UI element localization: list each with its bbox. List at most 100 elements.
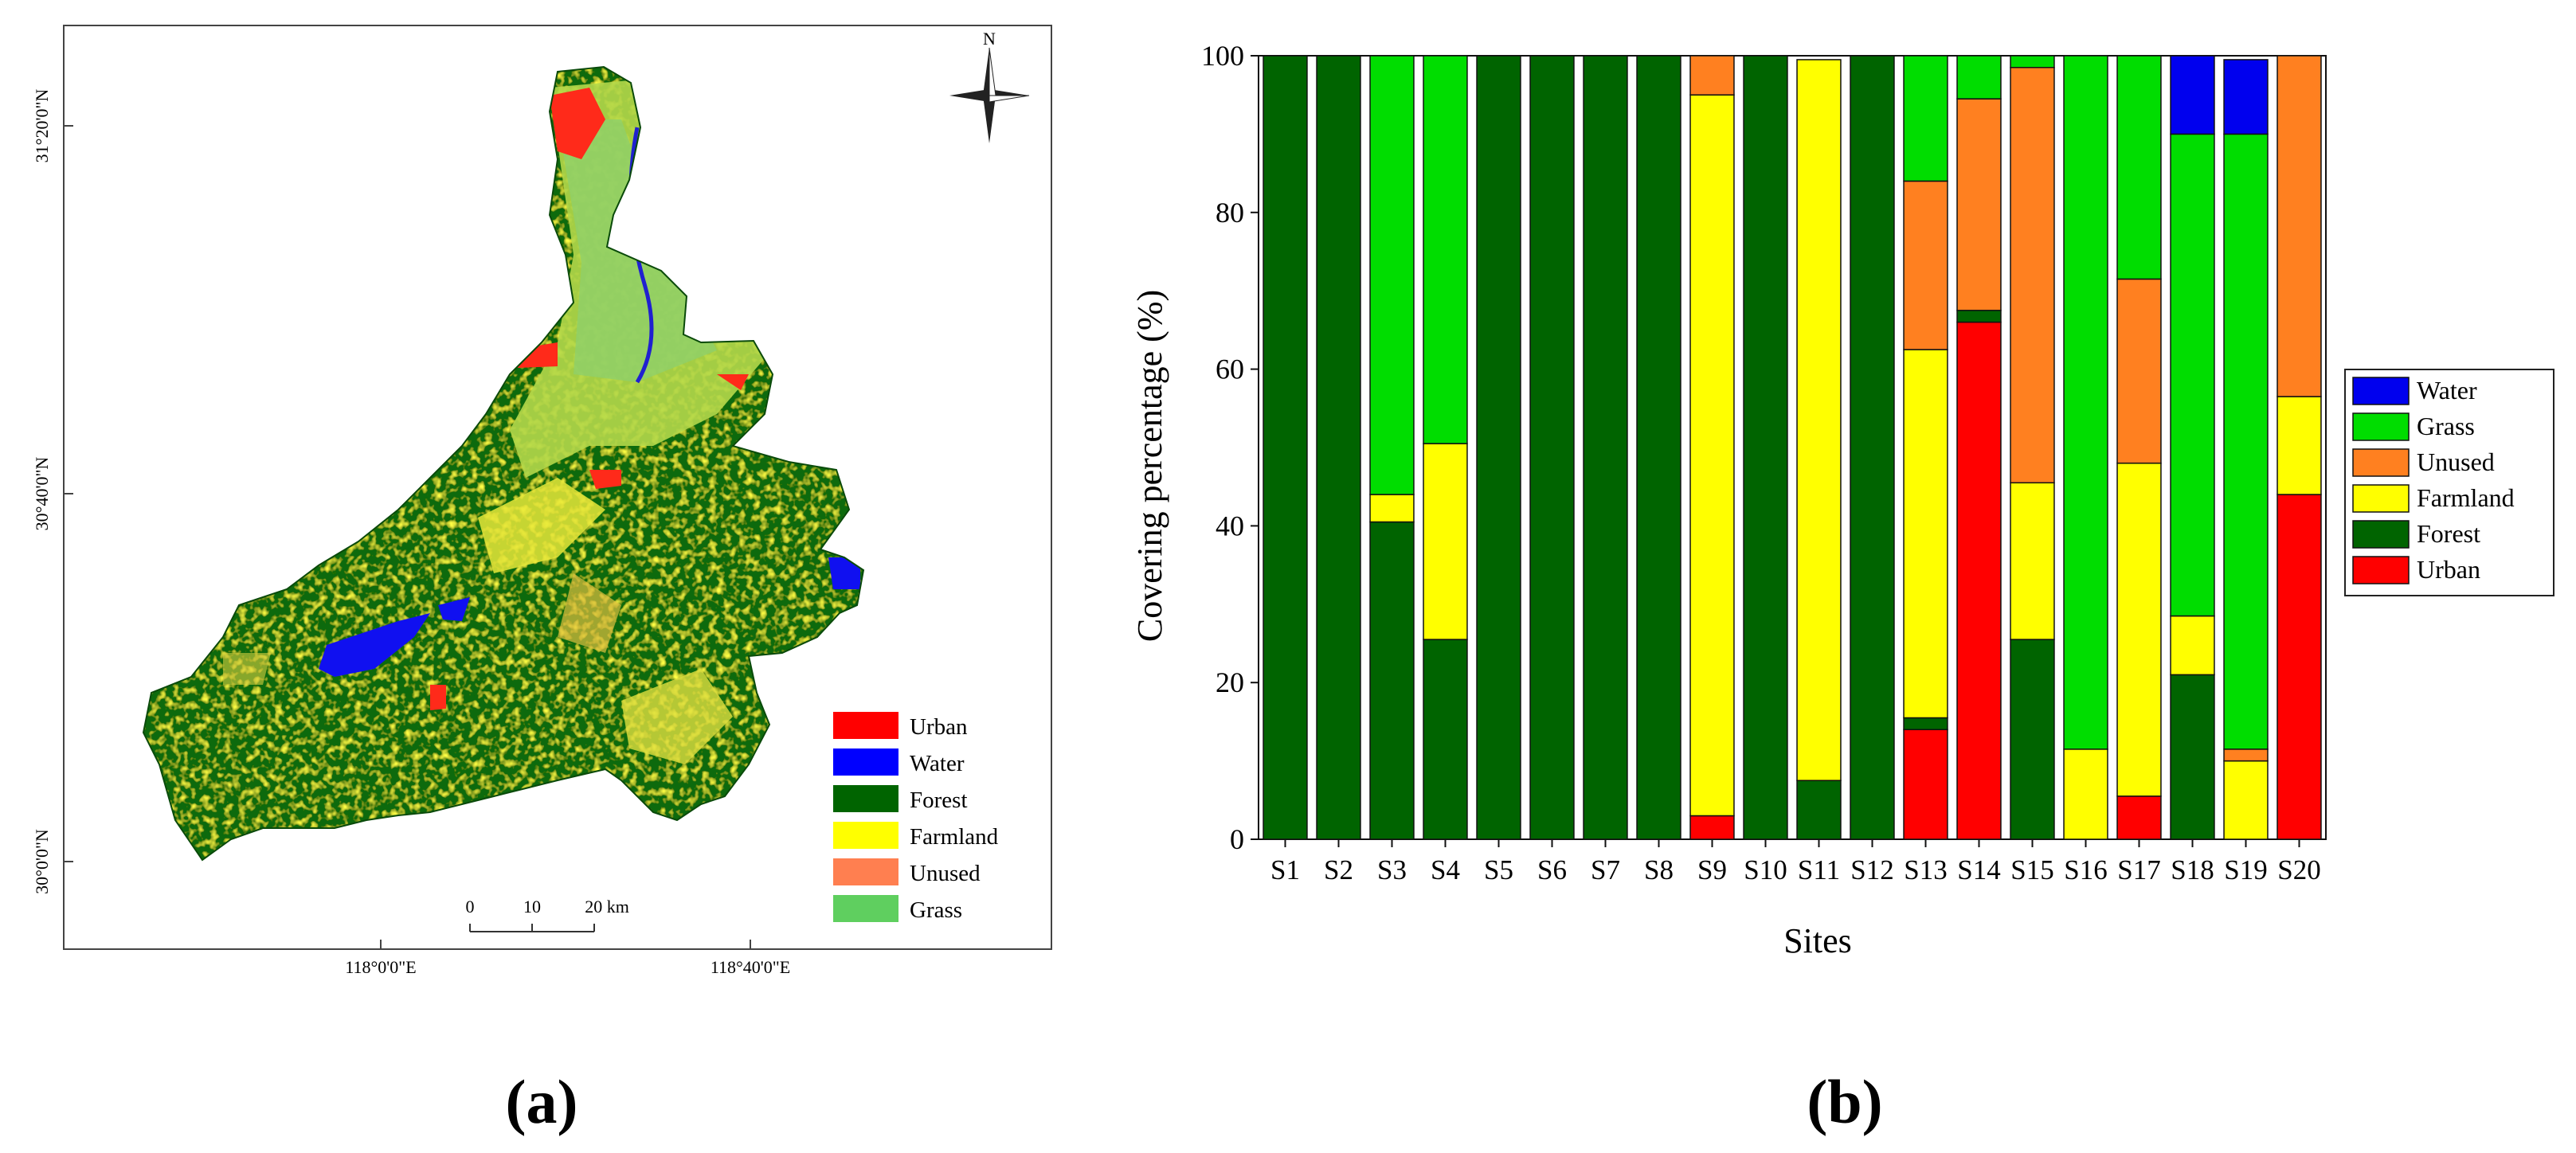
y-tick-label: 20 (1216, 666, 1244, 698)
bar-s2-forest (1316, 55, 1361, 840)
chart-legend-label-forest: Forest (2417, 519, 2480, 548)
chart-legend-swatch-farmland (2352, 484, 2410, 513)
chart-xlabel: Sites (1783, 921, 1852, 960)
map-legend-swatch-urban (833, 712, 898, 739)
bar-s9-unused (1689, 55, 1735, 96)
bar-s14-unused (1956, 98, 2002, 311)
y-tick-label: 60 (1216, 354, 1244, 385)
chart-axes (1258, 55, 2327, 840)
map-legend-label-water: Water (910, 751, 965, 776)
bar-s11-forest (1796, 780, 1842, 840)
x-tick-label-s1: S1 (1270, 854, 1300, 885)
x-tick-label-s8: S8 (1644, 854, 1674, 885)
bar-s4-grass (1423, 55, 1468, 444)
x-tick-label-s17: S17 (2117, 854, 2160, 885)
bar-s13-grass (1903, 55, 1948, 182)
bar-s18-grass (2170, 133, 2215, 617)
chart-legend-swatch-unused (2352, 448, 2410, 477)
bar-s20-unused (2277, 55, 2322, 397)
map-frame (63, 25, 1052, 950)
x-tick-label-s15: S15 (2010, 854, 2053, 885)
bar-s18-water (2170, 55, 2215, 135)
bar-s18-forest (2170, 674, 2215, 840)
map-legend-swatch-water (833, 748, 898, 776)
plot-frame (1258, 55, 2327, 840)
bar-s19-grass (2223, 133, 2269, 750)
panel-b-label: (b) (1807, 1067, 1882, 1136)
x-tick-label-s11: S11 (1798, 854, 1840, 885)
bar-s12-forest (1850, 55, 1895, 840)
x-tick-label-s13: S13 (1904, 854, 1947, 885)
chart-legend-label-farmland: Farmland (2417, 483, 2515, 512)
bar-s17-unused (2116, 278, 2162, 464)
x-tick-label-s16: S16 (2064, 854, 2107, 885)
bar-s3-farmland (1369, 494, 1415, 523)
bar-s15-farmland (2010, 482, 2055, 640)
bar-s10-forest (1743, 55, 1788, 840)
y-tick-label: 40 (1216, 510, 1244, 541)
bar-s7-forest (1583, 55, 1628, 840)
x-tick-label-s3: S3 (1377, 854, 1407, 885)
map-lon-label-2: 118°40'0"E (711, 957, 790, 977)
map-legend-label-farmland: Farmland (910, 824, 999, 850)
scale-label-10: 10 (523, 897, 541, 917)
bar-s18-farmland (2170, 615, 2215, 676)
bar-s20-urban (2277, 494, 2322, 840)
bar-s17-farmland (2116, 462, 2162, 797)
x-tick-label-s20: S20 (2277, 854, 2320, 885)
y-tick-label: 100 (1201, 40, 1244, 72)
scale-bar (469, 924, 595, 932)
x-tick-label-s19: S19 (2224, 854, 2267, 885)
bar-s14-grass (1956, 55, 2002, 100)
y-tick-label: 80 (1216, 197, 1244, 229)
bar-s3-grass (1369, 55, 1415, 495)
chart-legend-swatch-grass (2352, 412, 2410, 441)
x-tick-label-s2: S2 (1324, 854, 1353, 885)
bar-s14-urban (1956, 321, 2002, 840)
y-tick-label: 0 (1230, 823, 1244, 855)
map-lon-label-1: 118°0'0"E (345, 957, 416, 977)
x-tick-label-s9: S9 (1697, 854, 1727, 885)
x-tick-label-s6: S6 (1537, 854, 1567, 885)
bar-s15-forest (2010, 639, 2055, 840)
bar-s13-unused (1903, 180, 1948, 350)
map-region (142, 65, 865, 862)
north-label: N (983, 29, 996, 49)
map-legend-label-unused: Unused (910, 861, 981, 886)
bar-s9-farmland (1689, 94, 1735, 817)
map-legend-label-forest: Forest (910, 788, 968, 813)
bar-s16-grass (2063, 55, 2108, 750)
bar-s8-forest (1636, 55, 1681, 840)
bar-s13-urban (1903, 729, 1948, 840)
north-arrow-icon: N (949, 29, 1030, 143)
map-legend-swatch-unused (833, 858, 898, 885)
chart-legend: Water Grass Unused Farmland Forest Urban (2344, 369, 2554, 596)
map-legend-label-urban: Urban (910, 714, 968, 740)
scale-label-0: 0 (466, 897, 475, 917)
x-tick-label-s18: S18 (2171, 854, 2214, 885)
bar-s6-forest (1529, 55, 1575, 840)
bar-s15-grass (2010, 55, 2055, 68)
x-tick-label-s12: S12 (1850, 854, 1893, 885)
map-lat-label-2: 30°40'0"N (32, 457, 52, 531)
bar-s5-forest (1476, 55, 1521, 840)
bar-s4-forest (1423, 639, 1468, 840)
bar-s1-forest (1263, 55, 1308, 840)
bar-s3-forest (1369, 521, 1415, 840)
bar-s13-forest (1903, 717, 1948, 730)
chart-legend-label-urban: Urban (2417, 555, 2480, 584)
panel-a-label: (a) (506, 1067, 578, 1136)
chart-legend-label-unused: Unused (2417, 448, 2495, 476)
x-tick-label-s7: S7 (1591, 854, 1620, 885)
map-lat-label-3: 30°0'0"N (32, 829, 52, 894)
chart-legend-swatch-forest (2352, 520, 2410, 549)
chart-legend-label-water: Water (2417, 376, 2477, 405)
bar-s15-unused (2010, 67, 2055, 484)
x-tick-label-s10: S10 (1744, 854, 1787, 885)
bar-s19-water (2223, 59, 2269, 135)
map-legend: Urban Water Forest Farmland Unused Grass (833, 712, 999, 923)
bar-s17-urban (2116, 795, 2162, 840)
map-legend-swatch-grass (833, 895, 898, 922)
chart-ticks: 0 20 40 60 80 100 S1 S2 S3 S4 S5 S6 S7 S8 S9 S10 S11 S12 S… (1201, 40, 2321, 885)
